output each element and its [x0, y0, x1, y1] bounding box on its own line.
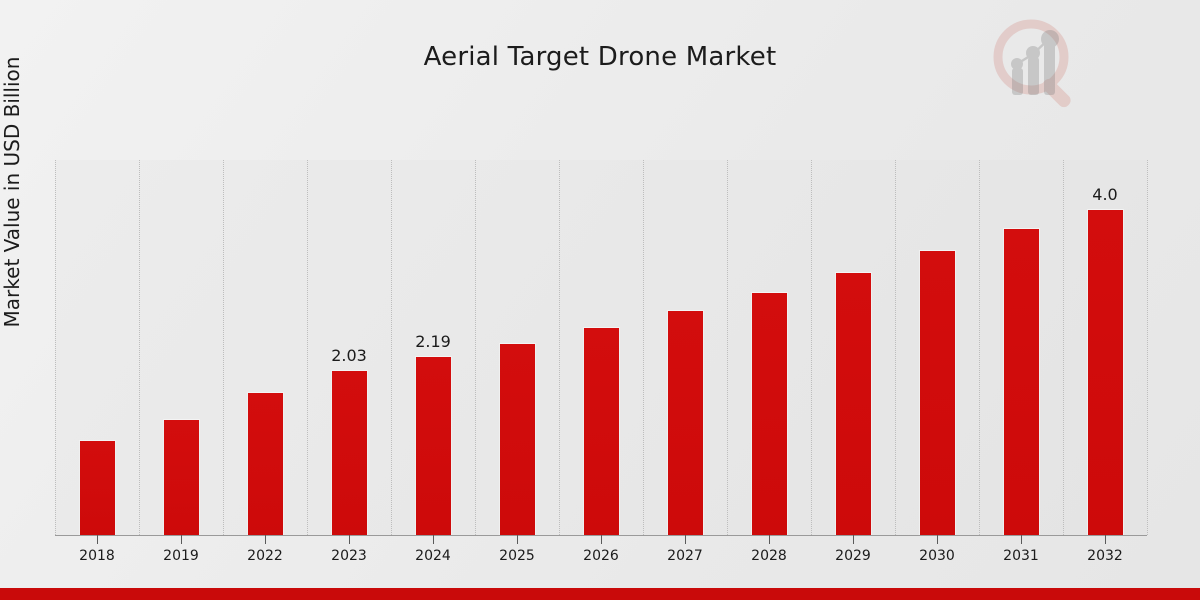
bar-group-2022 [223, 160, 307, 535]
bar-group-2028 [727, 160, 811, 535]
bar-value-label-2032: 4.0 [1092, 185, 1118, 204]
x-axis-tick-mark [769, 535, 770, 544]
x-axis-tick-mark [265, 535, 266, 544]
bar-2031[interactable] [1003, 228, 1040, 535]
footer-accent-bar [0, 588, 1200, 600]
bar-group-2025 [475, 160, 559, 535]
x-axis-tick-mark [349, 535, 350, 544]
gridline [223, 160, 224, 535]
gridline [979, 160, 980, 535]
gridline [811, 160, 812, 535]
bar-group-2026 [559, 160, 643, 535]
bar-2028[interactable] [751, 292, 788, 535]
bar-2022[interactable] [247, 392, 284, 535]
bar-value-label-2024: 2.19 [415, 332, 451, 351]
bar-2019[interactable] [163, 419, 200, 535]
bar-group-2030 [895, 160, 979, 535]
x-axis-tick-mark [685, 535, 686, 544]
bar-2023[interactable] [331, 370, 368, 535]
bar-group-2018 [55, 160, 139, 535]
x-axis-tick-label-2022: 2022 [247, 548, 283, 564]
x-axis-tick-label-2032: 2032 [1087, 548, 1123, 564]
x-axis-tick-label-2026: 2026 [583, 548, 619, 564]
x-axis-tick-mark [853, 535, 854, 544]
x-axis-tick-label-2025: 2025 [499, 548, 535, 564]
x-axis-tick-label-2027: 2027 [667, 548, 703, 564]
plot-area: 2.03 2.19 4.0 [55, 160, 1148, 535]
y-axis-label: Market Value in USD Billion [0, 56, 24, 328]
bar-group-2023: 2.03 [307, 160, 391, 535]
x-axis-tick-label-2028: 2028 [751, 548, 787, 564]
x-axis-tick-mark [181, 535, 182, 544]
bar-2025[interactable] [499, 343, 536, 535]
bar-group-2024: 2.19 [391, 160, 475, 535]
gridline [307, 160, 308, 535]
bar-2029[interactable] [835, 272, 872, 535]
bar-group-2029 [811, 160, 895, 535]
bar-value-label-2023: 2.03 [331, 346, 367, 365]
bar-group-2019 [139, 160, 223, 535]
page-title: Aerial Target Drone Market [423, 42, 777, 72]
x-axis-tick-label-2031: 2031 [1003, 548, 1039, 564]
x-axis-tick-label-2023: 2023 [331, 548, 367, 564]
bar-2026[interactable] [583, 327, 620, 535]
gridline [1147, 160, 1148, 535]
x-axis-tick-mark [601, 535, 602, 544]
gridline [643, 160, 644, 535]
gridline [1063, 160, 1064, 535]
x-axis-tick-mark [517, 535, 518, 544]
gridline [139, 160, 140, 535]
gridline [55, 160, 56, 535]
gridline [895, 160, 896, 535]
x-axis-tick-mark [1021, 535, 1022, 544]
bar-2027[interactable] [667, 310, 704, 535]
bar-2030[interactable] [919, 250, 956, 535]
bar-group-2032: 4.0 [1063, 160, 1147, 535]
gridline [727, 160, 728, 535]
x-axis-tick-mark [433, 535, 434, 544]
gridline [391, 160, 392, 535]
x-axis-tick-label-2029: 2029 [835, 548, 871, 564]
bar-2024[interactable] [415, 356, 452, 535]
bar-group-2031 [979, 160, 1063, 535]
x-axis-tick-mark [937, 535, 938, 544]
x-axis-tick-mark [1105, 535, 1106, 544]
x-axis-tick-label-2018: 2018 [79, 548, 115, 564]
gridline [475, 160, 476, 535]
bar-2018[interactable] [79, 440, 116, 535]
bar-2032[interactable] [1087, 209, 1124, 535]
gridline [559, 160, 560, 535]
bar-group-2027 [643, 160, 727, 535]
x-axis-tick-mark [97, 535, 98, 544]
x-axis-tick-label-2030: 2030 [919, 548, 955, 564]
x-axis-tick-label-2019: 2019 [163, 548, 199, 564]
x-axis-tick-label-2024: 2024 [415, 548, 451, 564]
